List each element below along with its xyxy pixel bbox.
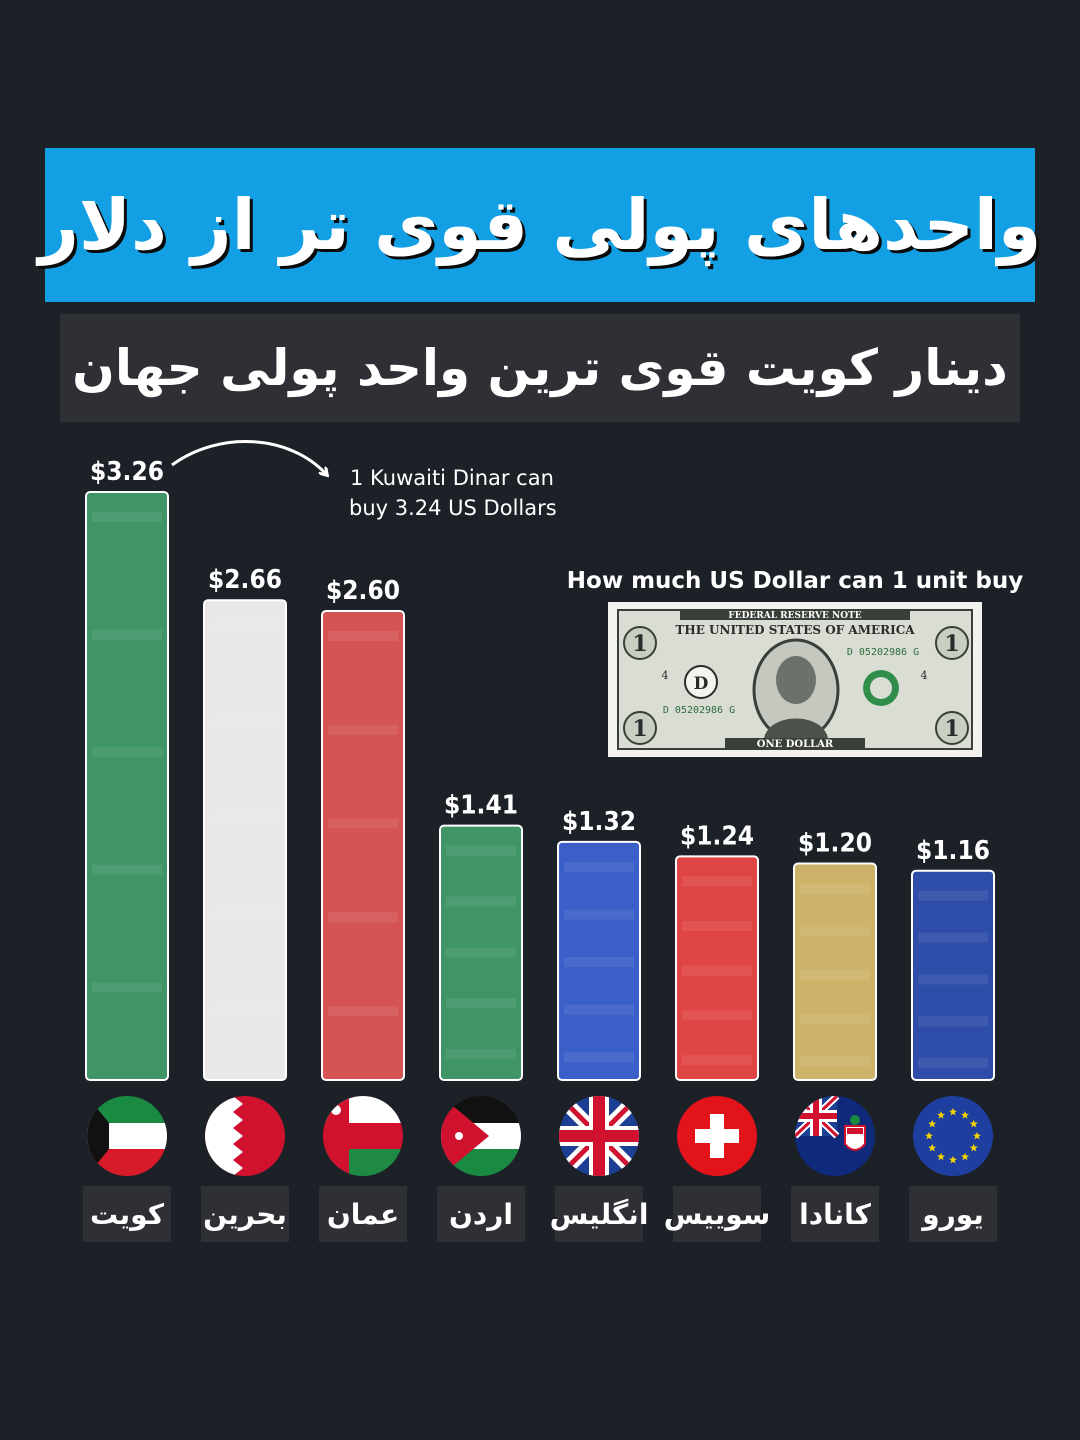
banknote-serial-right: D 05202986 G bbox=[847, 647, 919, 658]
bar-2 bbox=[203, 599, 287, 1082]
cayman-flag-icon bbox=[795, 1096, 875, 1176]
eu-flag-icon bbox=[913, 1096, 993, 1176]
bar-6 bbox=[675, 855, 759, 1082]
bar-4 bbox=[439, 824, 523, 1081]
banknote-letter: D bbox=[694, 674, 709, 694]
value-label-4: $1.41 bbox=[444, 791, 518, 821]
banknote-top-band: FEDERAL RESERVE NOTE bbox=[728, 611, 861, 621]
banknote-corner-top-left: 1 bbox=[632, 631, 647, 657]
uk-flag-icon bbox=[559, 1096, 639, 1176]
bar-7 bbox=[793, 862, 877, 1081]
value-label-1: $3.26 bbox=[90, 457, 164, 487]
banknote-small-value-left: 4 bbox=[662, 669, 669, 682]
title-banner: واحدهای پولی قوی تر از دلار bbox=[39, 148, 1041, 302]
page-subtitle: دینار کویت قوی ترین واحد پولی جهان bbox=[72, 339, 1008, 397]
value-label-7: $1.20 bbox=[798, 829, 872, 859]
dollar-banknote: FEDERAL RESERVE NOTE THE UNITED STATES O… bbox=[608, 602, 982, 757]
banknote-heading: THE UNITED STATES OF AMERICA bbox=[675, 623, 915, 637]
banknote-small-value-right: 4 bbox=[921, 669, 928, 682]
oman-flag-icon bbox=[323, 1096, 403, 1176]
bar-3 bbox=[321, 610, 405, 1082]
banknote-serial-left: D 05202986 G bbox=[663, 705, 735, 716]
category-label-3: عمان bbox=[319, 1186, 407, 1242]
annotation-line-1: 1 Kuwaiti Dinar can bbox=[350, 466, 554, 490]
category-label-1: کویت bbox=[83, 1186, 171, 1242]
banknote-caption: How much US Dollar can 1 unit buy bbox=[567, 568, 1023, 594]
category-label-6: سوییس bbox=[664, 1186, 770, 1242]
bar-5 bbox=[557, 840, 641, 1082]
jordan-flag-icon bbox=[441, 1096, 521, 1176]
subtitle-banner: دینار کویت قوی ترین واحد پولی جهان bbox=[60, 314, 1020, 422]
switzerland-flag-icon bbox=[677, 1096, 757, 1176]
value-label-3: $2.60 bbox=[326, 576, 400, 606]
banknote-corner-top-right: 1 bbox=[944, 631, 959, 657]
value-label-8: $1.16 bbox=[916, 836, 990, 866]
banknote-corner-bottom-left: 1 bbox=[632, 716, 647, 742]
kuwait-flag-icon bbox=[87, 1096, 167, 1176]
banknote-corner-bottom-right: 1 bbox=[944, 716, 959, 742]
category-label-7: کانادا bbox=[791, 1186, 879, 1242]
value-label-2: $2.66 bbox=[208, 565, 282, 595]
category-label-8: یورو bbox=[909, 1186, 997, 1242]
value-label-6: $1.24 bbox=[680, 821, 754, 851]
banknote-bottom-band: ONE DOLLAR bbox=[757, 739, 834, 750]
category-label-4: اردن bbox=[437, 1186, 525, 1242]
category-label-5: انگلیس bbox=[550, 1186, 648, 1242]
annotation-line-2: buy 3.24 US Dollars bbox=[349, 496, 557, 520]
category-label-2: بحرین bbox=[201, 1186, 289, 1242]
page-title: واحدهای پولی قوی تر از دلار bbox=[38, 184, 1042, 266]
annotation-arrow bbox=[171, 440, 326, 474]
bahrain-flag-icon bbox=[205, 1096, 285, 1176]
bar-1 bbox=[85, 491, 169, 1081]
bar-8 bbox=[911, 869, 995, 1081]
value-label-5: $1.32 bbox=[562, 807, 636, 837]
